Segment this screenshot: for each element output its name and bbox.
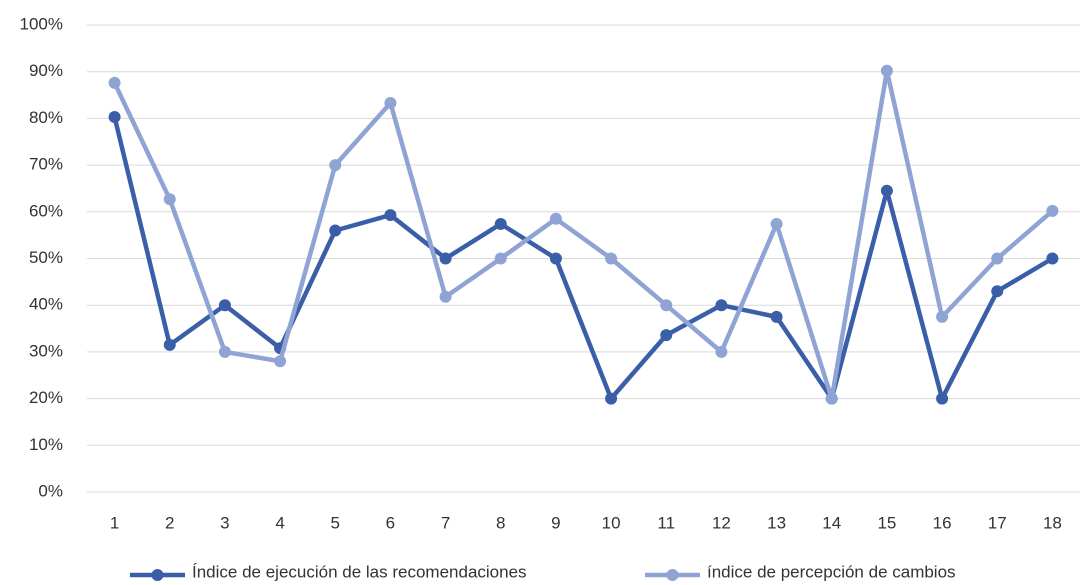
data-point <box>108 76 121 89</box>
x-tick-label: 5 <box>331 513 340 532</box>
x-tick-label: 11 <box>657 513 675 532</box>
data-point <box>660 299 673 312</box>
y-tick-label: 0% <box>38 481 63 500</box>
x-tick-label: 18 <box>1043 513 1062 532</box>
data-point <box>494 217 507 230</box>
x-tick-label: 4 <box>275 513 284 532</box>
data-point <box>880 184 893 197</box>
data-point <box>218 345 231 358</box>
data-point <box>991 252 1004 265</box>
x-tick-label: 9 <box>551 513 560 532</box>
x-tick-label: 14 <box>822 513 841 532</box>
data-point <box>274 355 287 368</box>
data-point <box>494 252 507 265</box>
data-point <box>439 252 452 265</box>
y-tick-label: 70% <box>29 155 63 174</box>
data-point <box>108 110 121 123</box>
data-point <box>770 217 783 230</box>
data-point <box>163 338 176 351</box>
data-point <box>329 224 342 237</box>
x-tick-label: 10 <box>602 513 621 532</box>
data-point <box>218 299 231 312</box>
x-tick-label: 1 <box>110 513 119 532</box>
data-point <box>770 310 783 323</box>
x-tick-label: 15 <box>877 513 896 532</box>
series-line <box>112 116 1054 401</box>
x-tick-label: 12 <box>712 513 731 532</box>
data-point <box>1046 252 1059 265</box>
x-tick-label: 8 <box>496 513 505 532</box>
y-tick-label: 30% <box>29 341 63 360</box>
x-tick-label: 13 <box>767 513 786 532</box>
data-point <box>549 212 562 225</box>
data-point <box>439 290 452 303</box>
x-tick-label: 7 <box>441 513 450 532</box>
y-tick-label: 60% <box>29 201 63 220</box>
data-point <box>384 96 397 109</box>
y-tick-label: 40% <box>29 295 63 314</box>
series-line <box>112 68 1054 401</box>
data-point <box>715 345 728 358</box>
data-point <box>549 252 562 265</box>
data-point <box>163 193 176 206</box>
data-point <box>880 64 893 77</box>
y-tick-label: 50% <box>29 248 63 267</box>
x-tick-label: 6 <box>386 513 395 532</box>
data-point <box>660 329 673 342</box>
data-point <box>936 392 949 405</box>
y-tick-label: 10% <box>29 435 63 454</box>
data-point <box>1046 204 1059 217</box>
legend-label: índice de percepción de cambios <box>707 562 956 581</box>
y-tick-label: 90% <box>29 61 63 80</box>
x-tick-label: 2 <box>165 513 174 532</box>
data-point <box>329 159 342 172</box>
y-tick-label: 100% <box>20 14 63 33</box>
x-tick-label: 3 <box>220 513 229 532</box>
data-point <box>825 392 838 405</box>
data-point <box>605 252 618 265</box>
y-tick-label: 80% <box>29 108 63 127</box>
data-point <box>991 285 1004 298</box>
legend-label: Índice de ejecución de las recomendacion… <box>192 562 527 581</box>
legend-marker <box>666 569 679 581</box>
y-tick-label: 20% <box>29 388 63 407</box>
data-point <box>715 299 728 312</box>
data-point <box>936 310 949 323</box>
data-point <box>605 392 618 405</box>
legend-marker <box>151 569 164 581</box>
x-tick-label: 16 <box>933 513 952 532</box>
x-tick-label: 17 <box>988 513 1007 532</box>
data-point <box>384 209 397 222</box>
